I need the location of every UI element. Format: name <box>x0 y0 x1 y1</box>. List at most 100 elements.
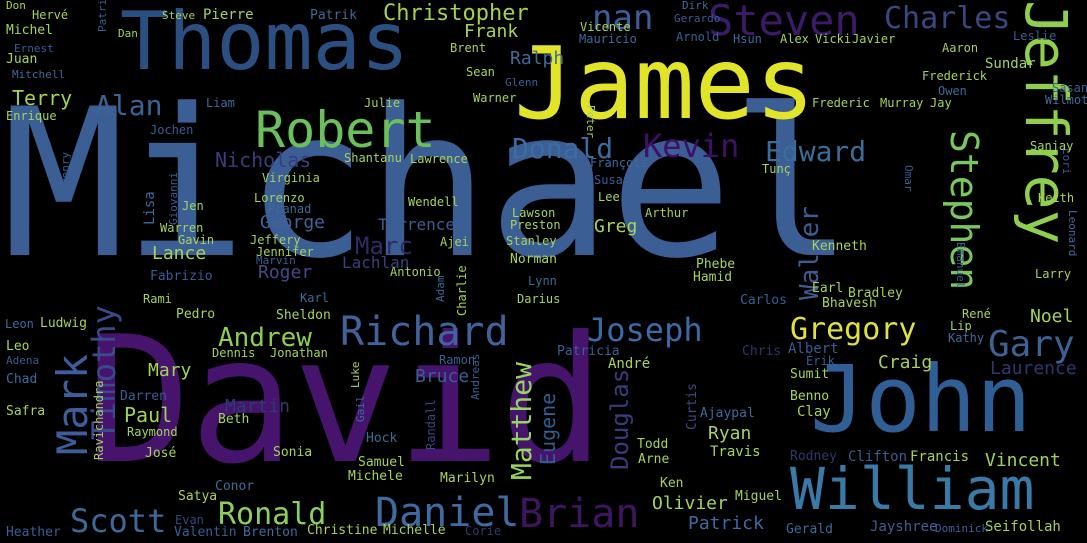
word: Jeffery <box>250 233 301 247</box>
word: Laurence <box>990 358 1077 379</box>
word: Mary <box>148 360 192 381</box>
word: Adam <box>434 275 447 303</box>
word: Vicente <box>580 20 631 34</box>
word: Chris <box>742 344 782 359</box>
word: Christopher <box>383 1 529 26</box>
word: Sheldon <box>276 308 331 323</box>
word: Mitchell <box>12 68 65 81</box>
word: Francis <box>910 449 970 465</box>
word: Henry <box>59 151 72 185</box>
word: François <box>590 156 648 170</box>
word: Michele <box>348 469 403 484</box>
word: Gail <box>354 395 367 423</box>
word: David <box>86 300 605 503</box>
word: Frank <box>464 21 519 42</box>
word: Giovanni <box>167 172 180 225</box>
word: Sean <box>466 65 495 79</box>
word: Karl <box>300 291 329 305</box>
word: Emanuel <box>954 242 967 289</box>
word: Michael <box>2 66 854 304</box>
word: Gary <box>988 324 1075 365</box>
word: Lawrence <box>410 152 468 166</box>
word: Matthew <box>505 361 538 480</box>
word: Michel <box>6 23 53 38</box>
word: Ralph <box>510 48 565 69</box>
word: George <box>260 212 326 233</box>
word: Ryan <box>708 423 752 444</box>
word: Sanjay <box>1030 139 1074 153</box>
word: Marilyn <box>440 471 495 486</box>
word: Javier <box>852 32 896 46</box>
word: Larry <box>1035 267 1072 281</box>
word: Jochen <box>150 123 194 137</box>
word: Ken <box>660 476 684 491</box>
word: Hock <box>366 431 398 446</box>
word: Craig <box>878 352 933 373</box>
word: Patrice <box>96 0 109 32</box>
word: Michelle <box>383 523 446 538</box>
word: Frederic <box>812 96 870 110</box>
word: Preston <box>510 218 561 232</box>
word: Jonathan <box>270 346 328 360</box>
word: Juan <box>6 52 38 67</box>
word: Corie <box>465 524 502 538</box>
word: Kathy <box>948 331 985 345</box>
word: Brent <box>450 41 487 55</box>
word: Terry <box>12 86 73 110</box>
word: William <box>790 455 1035 523</box>
word: Murray <box>880 96 924 110</box>
word: Ajei <box>440 235 469 249</box>
word: Clifton <box>848 449 908 465</box>
word: Bruce <box>415 366 470 387</box>
word: Tunç <box>762 162 791 176</box>
word: Warner <box>473 91 517 105</box>
word: Lance <box>152 243 207 264</box>
word: Omar <box>902 165 915 192</box>
word: Lisa <box>142 191 158 225</box>
word: Dan <box>118 27 138 40</box>
word: Andreas <box>469 353 482 400</box>
word: Patrik <box>310 8 357 23</box>
word: Julie <box>364 96 401 110</box>
word: Travis <box>710 444 761 460</box>
word: John <box>810 346 1032 453</box>
word: Steven <box>708 0 860 45</box>
word: Brenton <box>243 525 298 540</box>
word: Dennis <box>212 346 256 360</box>
word: Enrique <box>6 109 57 123</box>
word: Chad <box>6 372 38 387</box>
word: Darren <box>120 389 167 404</box>
word: Seifollah <box>985 519 1061 535</box>
word: Bhavesh <box>822 296 877 311</box>
word: Bradley <box>848 286 903 301</box>
word: Norman <box>510 252 557 267</box>
word: Steve <box>162 9 196 22</box>
word: Gavin <box>178 233 215 247</box>
word: Marvin <box>256 254 296 267</box>
word: Liam <box>206 96 235 110</box>
word: Donald <box>512 132 614 165</box>
word: René <box>962 307 991 321</box>
word: Pranad <box>268 202 312 216</box>
word: Lee <box>598 190 620 204</box>
word: Lawson <box>512 206 556 220</box>
word: Wilmot <box>1045 93 1087 107</box>
word: Alex <box>780 32 809 46</box>
word: Robert <box>255 101 436 159</box>
word: Glenn <box>505 76 539 89</box>
word: Keith <box>1038 191 1075 205</box>
word: Phebe <box>696 257 736 272</box>
word: Ajaypal <box>700 406 755 421</box>
word: Leo <box>6 339 30 354</box>
word: Ernest <box>14 42 54 55</box>
word: Pierre <box>203 7 254 23</box>
word: Paul <box>124 403 173 427</box>
word: Miguel <box>735 489 782 504</box>
word: Hsun <box>733 32 762 46</box>
word: Shantanu <box>344 151 402 165</box>
word: Roger <box>258 262 313 283</box>
word: Clay <box>797 404 831 420</box>
word: Lorenzo <box>254 191 305 205</box>
word: Ramon <box>439 353 476 367</box>
